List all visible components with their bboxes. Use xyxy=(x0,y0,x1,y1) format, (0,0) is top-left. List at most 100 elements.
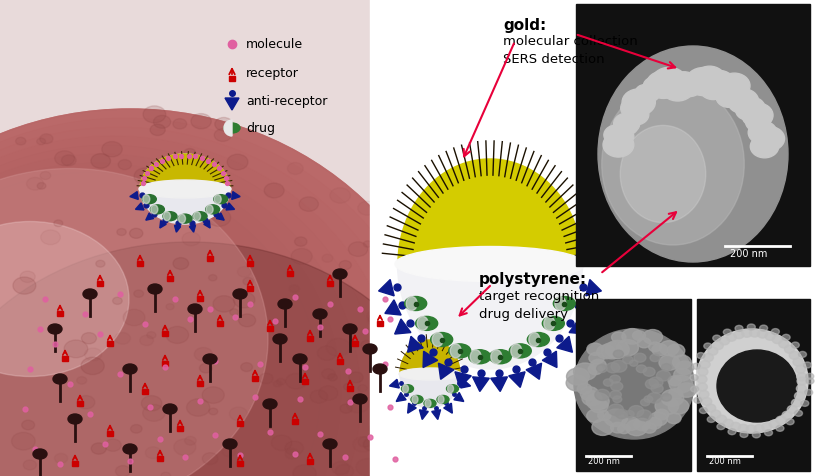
Ellipse shape xyxy=(193,212,200,221)
Ellipse shape xyxy=(403,385,408,393)
Ellipse shape xyxy=(372,257,385,267)
Bar xyxy=(247,261,253,267)
Ellipse shape xyxy=(344,384,352,390)
Ellipse shape xyxy=(742,329,751,337)
Ellipse shape xyxy=(659,341,679,356)
Bar xyxy=(137,261,143,267)
Ellipse shape xyxy=(200,364,212,373)
Ellipse shape xyxy=(123,309,145,326)
Ellipse shape xyxy=(713,336,720,341)
Ellipse shape xyxy=(222,446,236,456)
Ellipse shape xyxy=(707,77,731,97)
Ellipse shape xyxy=(239,314,256,327)
Ellipse shape xyxy=(649,412,667,426)
Ellipse shape xyxy=(425,399,431,407)
Ellipse shape xyxy=(797,373,807,381)
Polygon shape xyxy=(460,379,470,388)
Ellipse shape xyxy=(668,399,689,414)
Ellipse shape xyxy=(614,129,634,145)
Ellipse shape xyxy=(667,344,685,357)
Ellipse shape xyxy=(450,344,461,358)
Ellipse shape xyxy=(606,341,629,358)
Ellipse shape xyxy=(184,436,196,445)
Ellipse shape xyxy=(696,329,808,433)
Ellipse shape xyxy=(271,435,292,450)
Ellipse shape xyxy=(795,366,805,374)
Ellipse shape xyxy=(20,271,35,283)
Ellipse shape xyxy=(214,129,231,142)
Ellipse shape xyxy=(750,329,760,337)
Bar xyxy=(352,341,358,346)
Ellipse shape xyxy=(786,419,794,425)
Ellipse shape xyxy=(748,105,772,124)
Bar xyxy=(62,356,68,361)
Ellipse shape xyxy=(273,381,281,387)
Ellipse shape xyxy=(795,392,804,400)
Ellipse shape xyxy=(0,169,268,476)
Ellipse shape xyxy=(55,151,74,166)
Ellipse shape xyxy=(203,354,217,364)
Ellipse shape xyxy=(143,107,165,124)
Ellipse shape xyxy=(740,432,748,437)
Bar xyxy=(77,401,83,406)
Polygon shape xyxy=(394,319,411,334)
Ellipse shape xyxy=(764,430,773,436)
Ellipse shape xyxy=(326,338,350,357)
Ellipse shape xyxy=(214,195,221,204)
Polygon shape xyxy=(174,226,181,233)
Ellipse shape xyxy=(791,399,801,407)
Ellipse shape xyxy=(634,418,650,431)
Ellipse shape xyxy=(529,333,540,347)
Polygon shape xyxy=(509,372,525,387)
Ellipse shape xyxy=(333,269,347,279)
Bar xyxy=(347,386,353,391)
Ellipse shape xyxy=(139,180,231,198)
Ellipse shape xyxy=(676,77,703,98)
Ellipse shape xyxy=(582,391,602,406)
Ellipse shape xyxy=(85,348,102,361)
Ellipse shape xyxy=(804,390,813,396)
Text: molecule: molecule xyxy=(246,39,303,51)
Ellipse shape xyxy=(603,379,613,387)
Ellipse shape xyxy=(762,423,772,431)
Ellipse shape xyxy=(711,410,720,418)
Ellipse shape xyxy=(299,198,319,212)
Polygon shape xyxy=(438,363,454,379)
Bar xyxy=(197,297,203,301)
Ellipse shape xyxy=(145,447,161,459)
Ellipse shape xyxy=(613,396,622,403)
Ellipse shape xyxy=(402,385,413,393)
Text: gold:: gold: xyxy=(503,18,546,33)
Ellipse shape xyxy=(40,135,53,144)
Bar xyxy=(107,341,113,346)
Ellipse shape xyxy=(733,93,755,111)
Ellipse shape xyxy=(667,413,681,424)
Ellipse shape xyxy=(285,448,299,459)
Ellipse shape xyxy=(610,375,620,383)
Polygon shape xyxy=(231,192,240,200)
Ellipse shape xyxy=(358,385,367,392)
Ellipse shape xyxy=(623,105,649,126)
Bar xyxy=(370,0,815,476)
Ellipse shape xyxy=(313,309,327,319)
Ellipse shape xyxy=(698,383,707,391)
Bar xyxy=(287,271,293,277)
Ellipse shape xyxy=(758,330,768,338)
Ellipse shape xyxy=(346,396,369,413)
Ellipse shape xyxy=(566,375,588,391)
Ellipse shape xyxy=(432,333,443,347)
Ellipse shape xyxy=(720,337,729,345)
Ellipse shape xyxy=(669,389,683,399)
Ellipse shape xyxy=(164,212,170,221)
Ellipse shape xyxy=(166,304,174,310)
Bar xyxy=(162,331,168,336)
Ellipse shape xyxy=(330,188,350,204)
Ellipse shape xyxy=(363,344,377,354)
Ellipse shape xyxy=(643,78,665,95)
Text: 200 nm: 200 nm xyxy=(730,248,768,258)
Ellipse shape xyxy=(0,146,381,476)
Ellipse shape xyxy=(41,230,60,245)
Polygon shape xyxy=(526,363,541,379)
Ellipse shape xyxy=(676,361,694,375)
Bar xyxy=(252,376,258,381)
